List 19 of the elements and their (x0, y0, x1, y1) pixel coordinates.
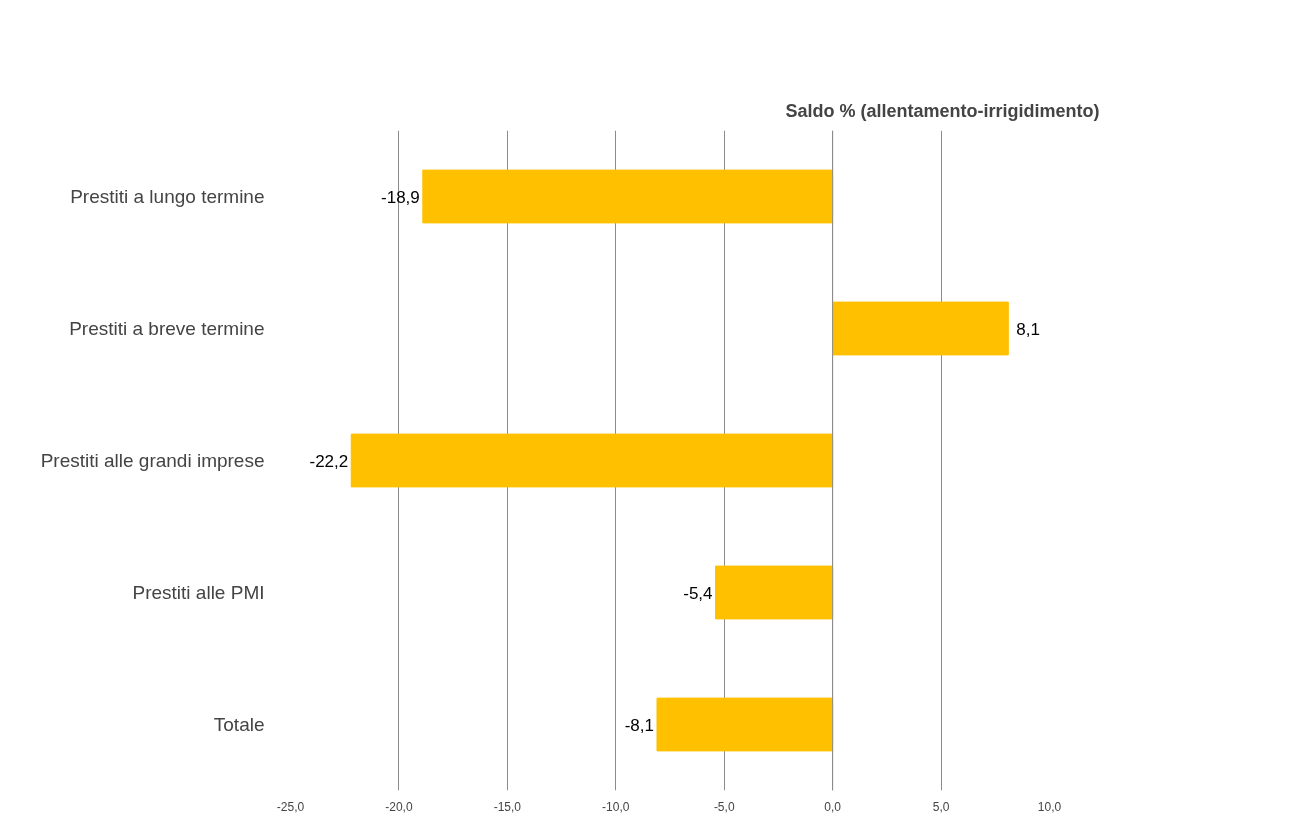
y-tick-label: Prestiti a lungo termine (70, 186, 265, 207)
x-tick-label: -20,0 (385, 799, 413, 814)
y-tick-label: Prestiti a breve termine (69, 318, 265, 339)
data-label: -18,9 (381, 187, 420, 207)
data-label: -8,1 (624, 715, 654, 735)
x-tick-label: -15,0 (493, 799, 522, 814)
data-label: -5,4 (683, 583, 713, 603)
y-tick-label: Prestiti alle PMI (132, 582, 265, 603)
x-tick-label: -5,0 (713, 799, 735, 814)
x-tick-label: -25,0 (276, 799, 305, 814)
chart-title: Saldo % (allentamento-irrigidimento) (785, 100, 1100, 121)
data-label: 8,1 (1016, 319, 1040, 339)
data-label: -22,2 (309, 451, 349, 471)
x-tick-label: 5,0 (932, 799, 950, 814)
x-tick-label: 0,0 (824, 799, 842, 814)
y-tick-label: Prestiti alle grandi imprese (40, 450, 265, 471)
y-tick-label: Totale (213, 714, 265, 735)
x-tick-label: 10,0 (1037, 799, 1062, 814)
x-tick-label: -10,0 (602, 799, 630, 814)
